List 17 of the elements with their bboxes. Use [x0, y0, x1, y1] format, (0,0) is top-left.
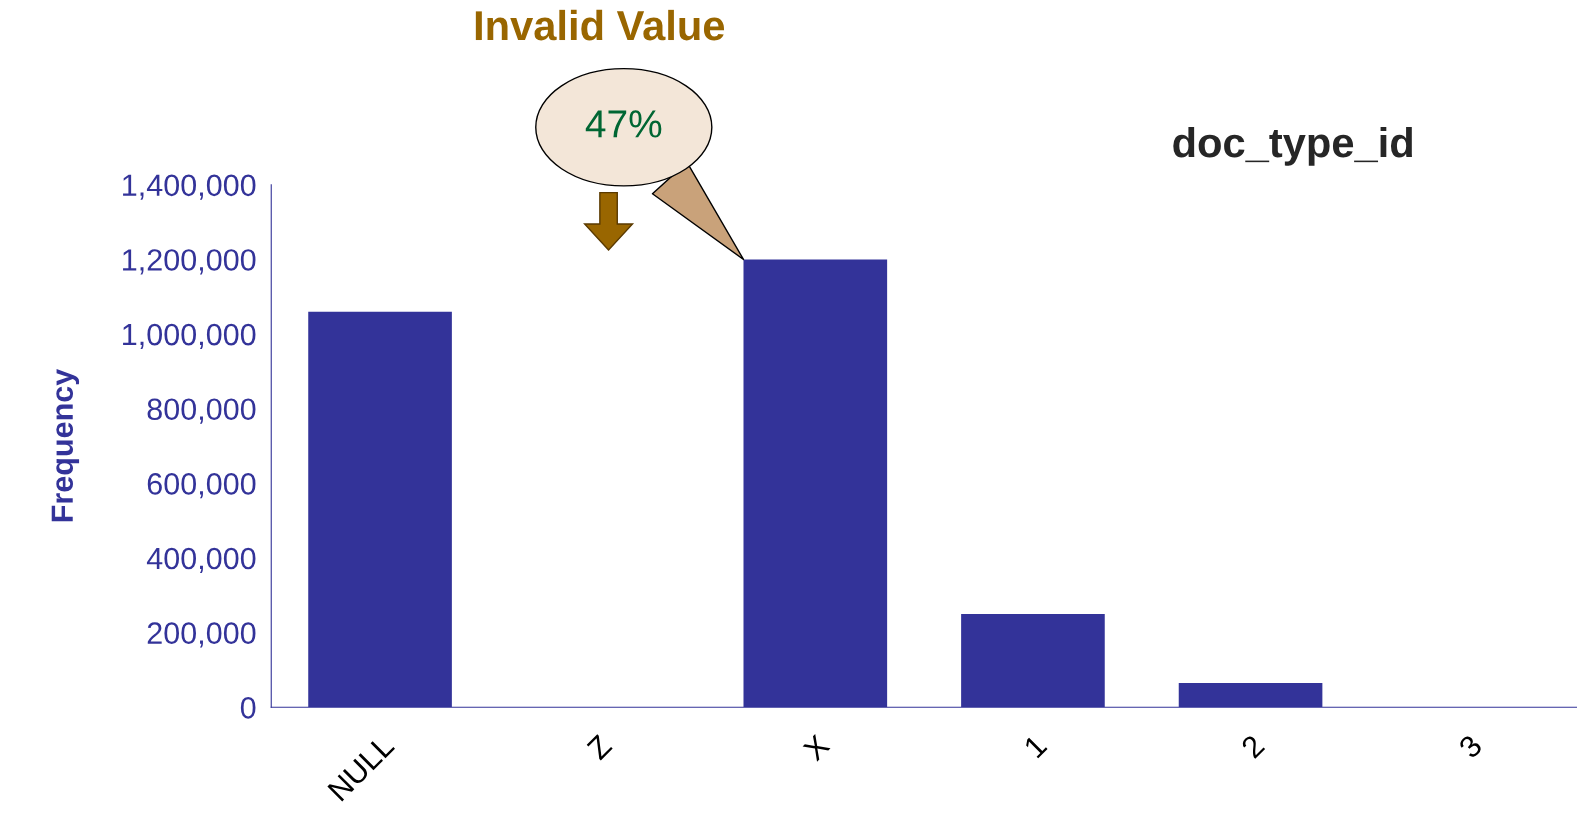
- y-tick-label: 200,000: [147, 622, 256, 648]
- y-tick-label: 800,000: [147, 398, 256, 424]
- text: 47%: [585, 110, 662, 138]
- x-tick-label: Z: [585, 733, 613, 761]
- x-tick-label: X: [802, 733, 831, 762]
- y-tick-label: 1,400,000: [123, 174, 256, 200]
- x-tick-label: 3: [1457, 733, 1484, 760]
- y-tick-label: 1,000,000: [123, 323, 256, 350]
- y-tick-label: 1,200,000: [123, 249, 256, 275]
- y-tick-label: 600,000: [147, 473, 256, 499]
- y-tick-label: 400,000: [146, 547, 256, 573]
- text: Invalid Value: [475, 9, 725, 41]
- y-axis-title: Frequency: [51, 368, 80, 522]
- x-tick-label: 2: [1240, 733, 1266, 759]
- chart-title: doc_type_id: [1173, 126, 1412, 166]
- x-tick-label: 1: [1023, 734, 1048, 759]
- y-tick-label: 0: [240, 696, 256, 719]
